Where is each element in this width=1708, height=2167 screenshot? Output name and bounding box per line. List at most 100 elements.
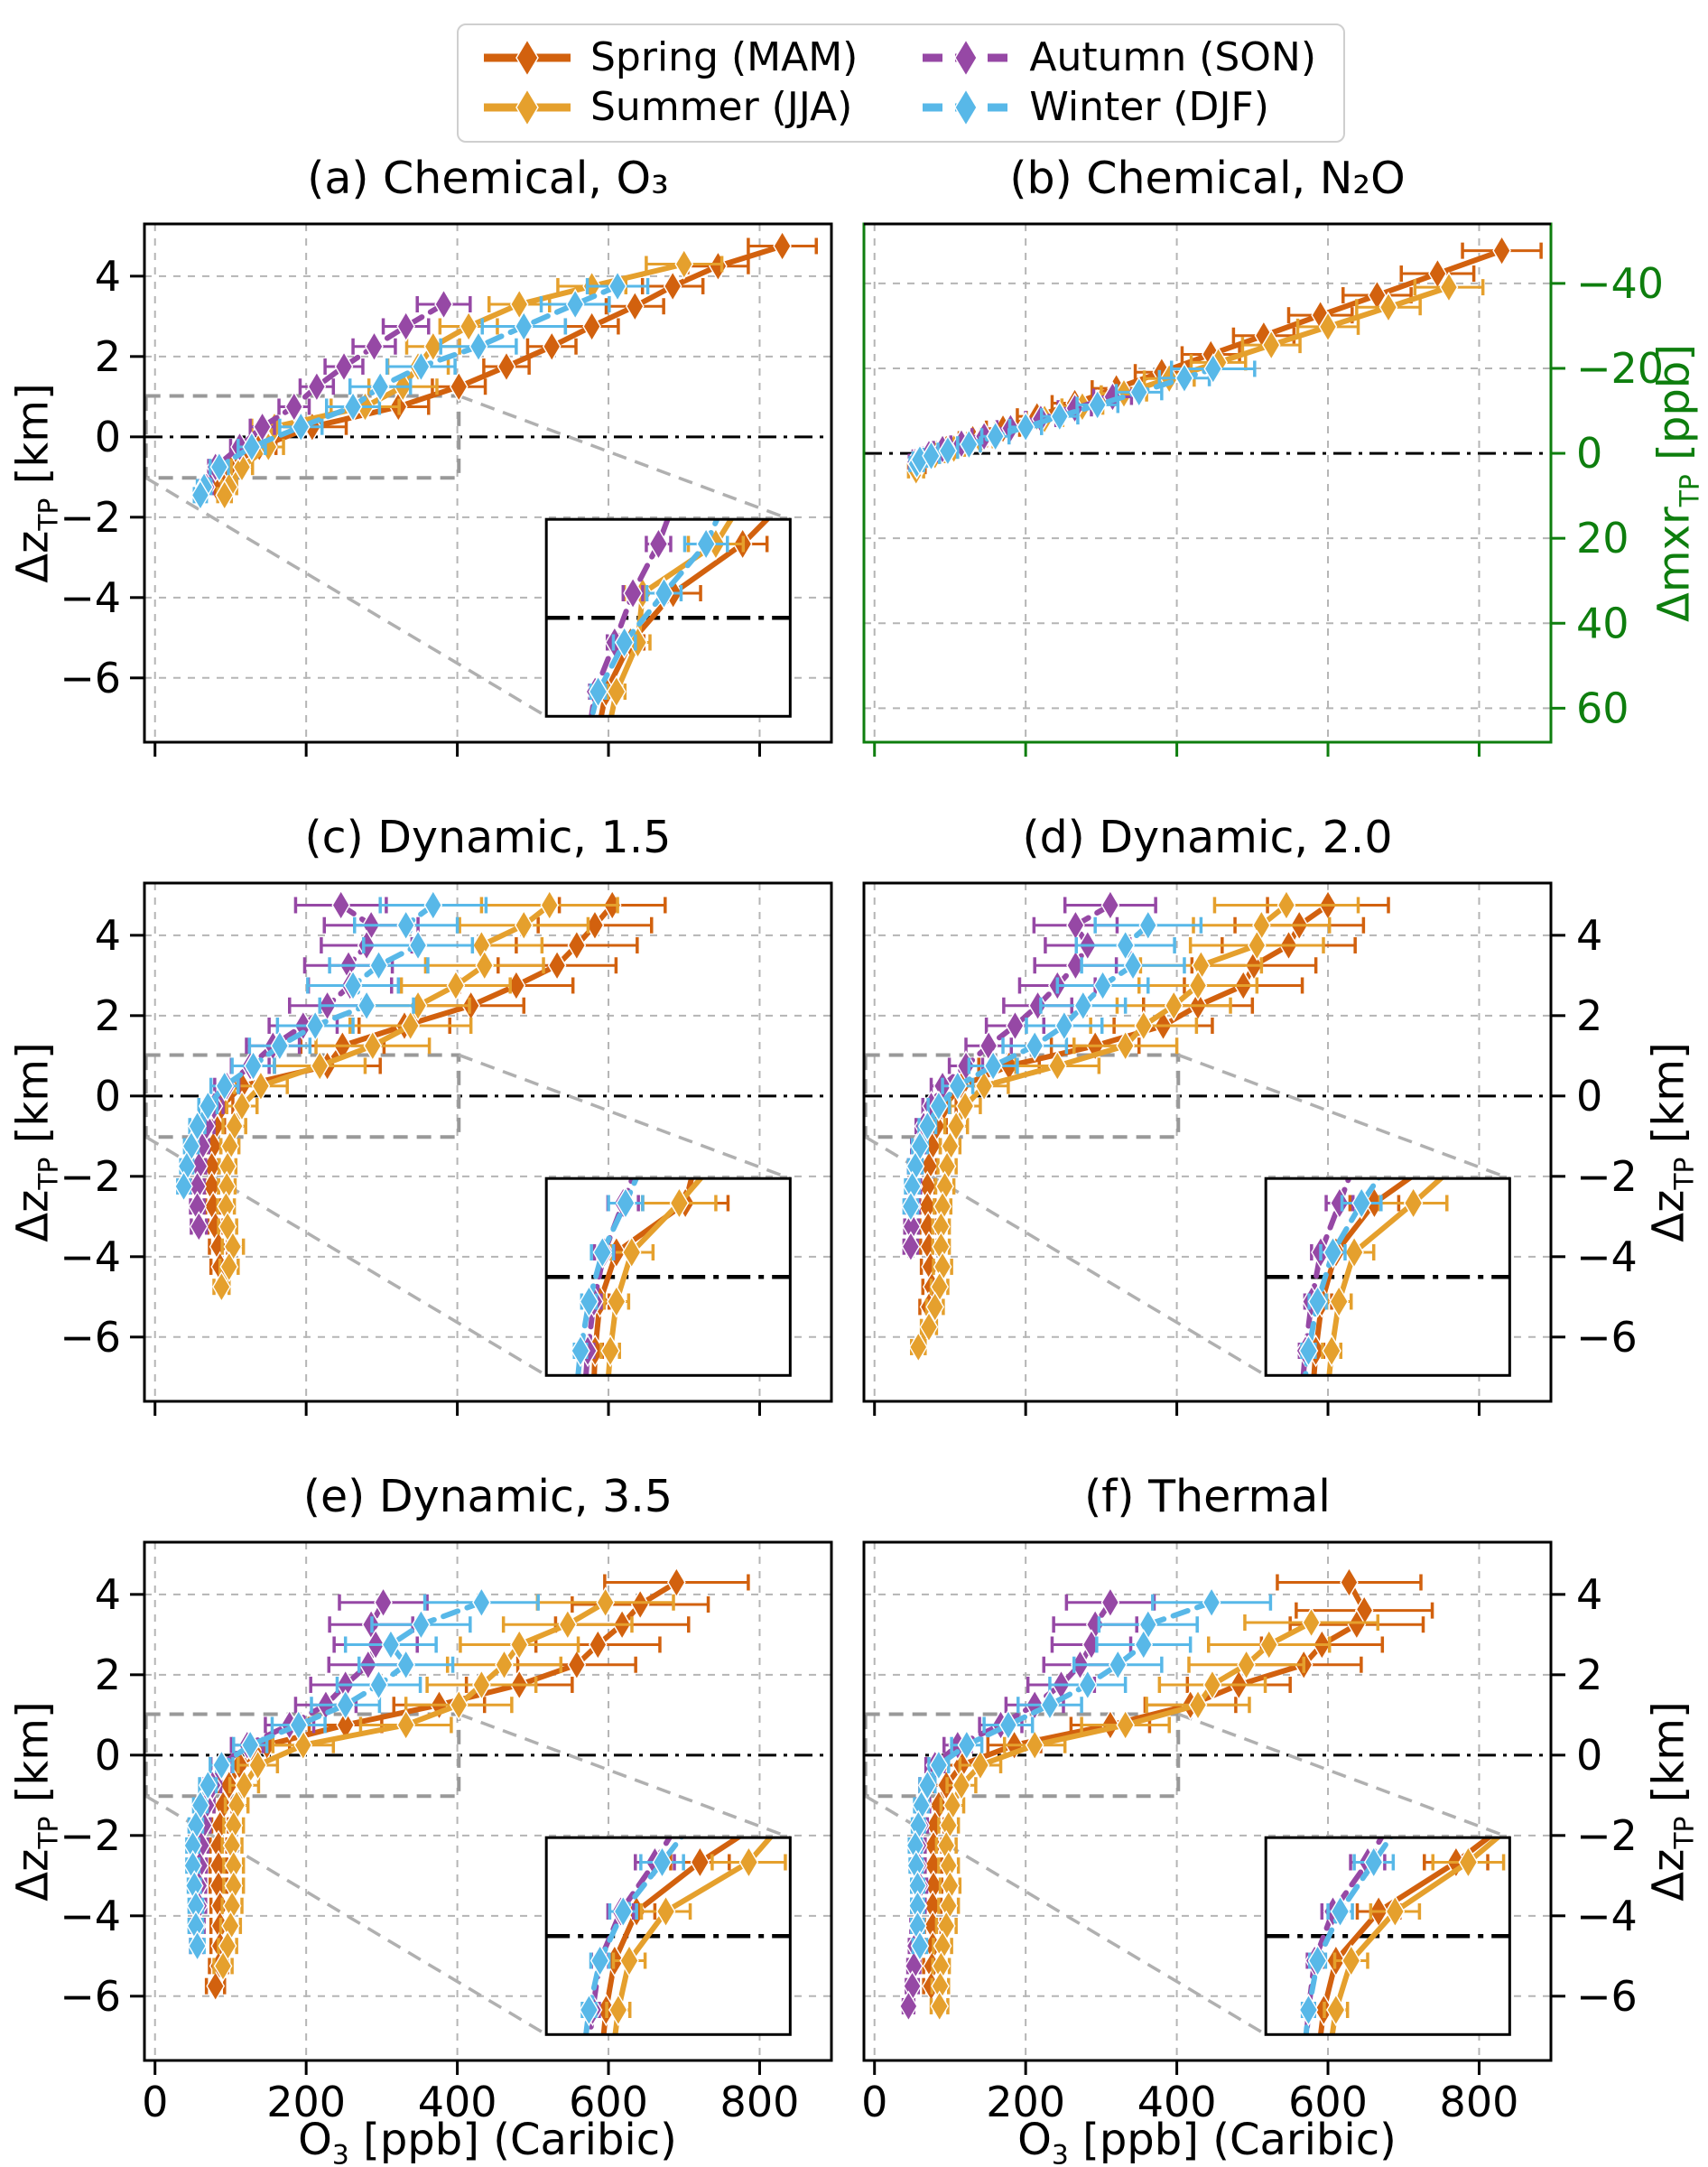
axes-spines bbox=[862, 1540, 1553, 2062]
data-point-diamond bbox=[459, 311, 478, 342]
data-point-diamond bbox=[1050, 400, 1070, 432]
data-point-diamond bbox=[749, 892, 767, 923]
data-point-diamond bbox=[669, 1186, 690, 1220]
x-tick-label: 400 bbox=[1137, 2078, 1217, 2126]
inset-connector bbox=[864, 1135, 1267, 1377]
data-point-diamond bbox=[654, 576, 674, 610]
data-point-diamond bbox=[946, 1110, 966, 1142]
y-tick-label: 2 bbox=[95, 991, 121, 1040]
y-tick-label: −6 bbox=[60, 1313, 121, 1362]
panel-e-plot: 0 200 400 600 800 4 2 0 −2 −4 −6 bbox=[60, 1540, 833, 2126]
data-point-diamond bbox=[1261, 329, 1281, 361]
data-point-diamond bbox=[1652, 1567, 1670, 1597]
inset-connector bbox=[458, 1053, 791, 1180]
data-point-diamond bbox=[1639, 1497, 1657, 1528]
data-point-diamond bbox=[305, 1009, 325, 1042]
panel-e-dynamic-3-5: 0 200 400 600 800 4 2 0 −2 −4 −6 bbox=[60, 1540, 833, 2126]
panel-b-title: (b) Chemical, N₂O bbox=[1009, 153, 1406, 204]
inset-border bbox=[1264, 1177, 1511, 1377]
data-point-diamond bbox=[970, 1749, 990, 1781]
data-point-diamond bbox=[801, 1749, 819, 1780]
data-point-diamond bbox=[619, 1944, 639, 1977]
data-point-diamond bbox=[1434, 1601, 1453, 1632]
axes-spines bbox=[143, 881, 833, 1403]
data-point-diamond bbox=[626, 290, 645, 322]
data-point-diamond bbox=[668, 479, 686, 510]
panel-b-plot: −40 −20 0 20 40 60 bbox=[862, 222, 1664, 757]
data-point-diamond bbox=[1016, 411, 1035, 443]
y-tick-label: −4 bbox=[60, 1232, 121, 1281]
data-point-diamond bbox=[1330, 1894, 1351, 1929]
y-tick-label: −4 bbox=[1576, 1232, 1638, 1281]
data-point-diamond bbox=[408, 929, 428, 962]
data-point-diamond bbox=[652, 1846, 673, 1879]
data-point-diamond bbox=[412, 1608, 431, 1641]
data-point-diamond bbox=[1323, 1235, 1343, 1270]
y-tick-label: −6 bbox=[1576, 1972, 1638, 2021]
data-point-diamond bbox=[743, 1090, 761, 1121]
data-point-diamond bbox=[188, 1110, 207, 1142]
legend-diamond bbox=[954, 88, 979, 126]
axes-spines bbox=[143, 222, 833, 744]
y-tick-label: 2 bbox=[1576, 1651, 1602, 1699]
y-tick-label: 4 bbox=[1576, 1570, 1602, 1619]
y-tick-label: 4 bbox=[95, 252, 121, 301]
data-point-diamond bbox=[1528, 1547, 1546, 1577]
data-point-diamond bbox=[1347, 1608, 1367, 1641]
data-point-diamond bbox=[1100, 1586, 1120, 1619]
panel-c-plot: 4 2 0 −2 −4 −6 bbox=[60, 881, 833, 1416]
data-point-diamond bbox=[691, 1749, 709, 1780]
data-point-diamond bbox=[657, 1090, 675, 1121]
data-point-diamond bbox=[219, 1251, 239, 1283]
axes-spines bbox=[862, 881, 1553, 1403]
data-point-diamond bbox=[696, 527, 716, 561]
data-point-diamond bbox=[770, 278, 788, 309]
data-point-diamond bbox=[623, 576, 643, 610]
data-point-diamond bbox=[1600, 843, 1618, 874]
y-tick-label: 60 bbox=[1576, 684, 1629, 732]
y-tick-label: 2 bbox=[95, 332, 121, 381]
legend-item-spring: Spring (MAM) bbox=[482, 34, 858, 80]
panel-b-chemical-n2o: −40 −20 0 20 40 60 bbox=[862, 222, 1664, 757]
data-point-diamond bbox=[1078, 1669, 1098, 1701]
data-point-diamond bbox=[374, 1586, 393, 1619]
panel-f-thermal: 0 200 400 600 800 4 2 0 −2 −4 −6 bbox=[861, 1540, 1638, 2126]
data-point-diamond bbox=[248, 1749, 267, 1781]
data-point-diamond bbox=[1248, 929, 1267, 962]
data-point-diamond bbox=[1518, 1798, 1536, 1828]
data-point-diamond bbox=[607, 1285, 627, 1318]
data-point-diamond bbox=[749, 1040, 767, 1071]
data-point-diamond bbox=[357, 990, 376, 1022]
data-point-diamond bbox=[1618, 1651, 1636, 1681]
data-point-diamond bbox=[1459, 892, 1477, 923]
data-point-diamond bbox=[1474, 1090, 1492, 1121]
data-point-diamond bbox=[1499, 1040, 1517, 1071]
data-point-diamond bbox=[1407, 1749, 1425, 1780]
data-point-diamond bbox=[1054, 1009, 1074, 1042]
data-point-diamond bbox=[381, 1629, 401, 1660]
data-point-diamond bbox=[676, 1040, 694, 1071]
y-tick-label: 0 bbox=[1576, 429, 1602, 478]
data-point-diamond bbox=[1403, 1186, 1424, 1220]
data-point-diamond bbox=[1188, 970, 1208, 1001]
inset-connector bbox=[144, 476, 548, 718]
data-point-diamond bbox=[793, 1040, 811, 1071]
data-point-diamond bbox=[396, 1649, 415, 1681]
inset-plot bbox=[1266, 843, 1618, 1465]
data-point-diamond bbox=[648, 527, 669, 561]
data-point-diamond bbox=[693, 942, 711, 972]
inset-connector bbox=[144, 1794, 548, 2036]
data-point-diamond bbox=[710, 1699, 728, 1730]
data-point-diamond bbox=[1465, 942, 1483, 972]
series-line bbox=[203, 301, 447, 490]
data-point-diamond bbox=[986, 420, 1005, 452]
data-point-diamond bbox=[608, 270, 627, 302]
data-point-diamond bbox=[1301, 1434, 1319, 1465]
data-point-diamond bbox=[396, 1709, 415, 1741]
data-point-diamond bbox=[1040, 1688, 1060, 1721]
data-point-diamond bbox=[209, 451, 229, 483]
y-tick-label: −4 bbox=[1576, 1892, 1638, 1940]
legend-item-autumn: Autumn (SON) bbox=[921, 34, 1316, 80]
inset-border bbox=[544, 517, 792, 718]
data-point-diamond bbox=[1134, 1629, 1154, 1660]
